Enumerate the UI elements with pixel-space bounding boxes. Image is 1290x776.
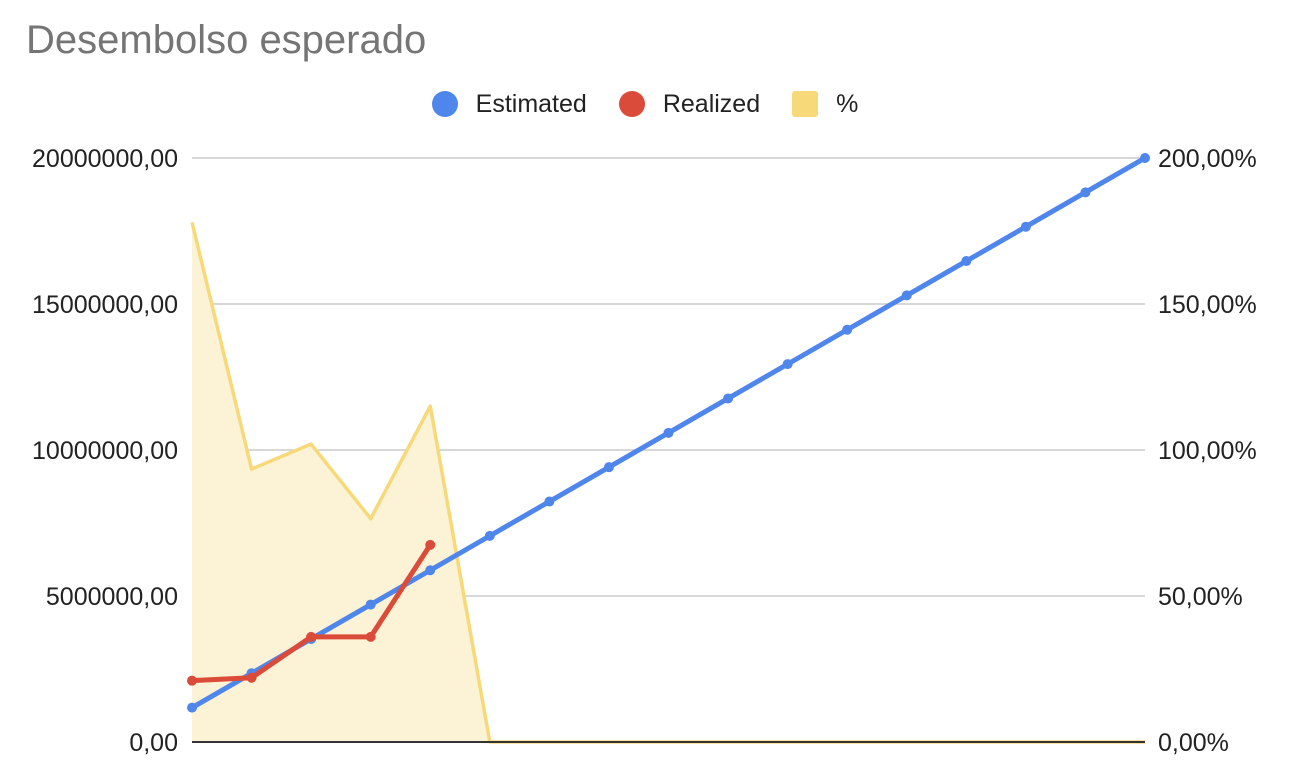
legend-marker-estimated xyxy=(431,91,458,117)
legend-marker-realized xyxy=(618,91,645,117)
estimated-point xyxy=(663,427,674,438)
estimated-point xyxy=(603,462,614,473)
estimated-point xyxy=(961,256,972,267)
realized-point xyxy=(365,631,376,642)
y-tick-label-left: 15000000,00 xyxy=(32,291,178,319)
legend-label-percent: % xyxy=(836,89,859,118)
estimated-point xyxy=(1080,187,1091,198)
legend-item-realized[interactable]: Realized xyxy=(618,89,761,119)
estimated-point xyxy=(187,702,197,713)
realized-point xyxy=(425,539,436,550)
estimated-point xyxy=(484,530,495,541)
realized-point xyxy=(306,631,317,642)
chart-title: Desembolso esperado xyxy=(26,18,427,62)
y-tick-label-right: 150,00% xyxy=(1158,291,1257,319)
y-tick-label-left: 5000000,00 xyxy=(46,583,178,611)
realized-point xyxy=(187,675,197,686)
y-tick-label-right: 0,00% xyxy=(1158,729,1229,757)
estimated-point xyxy=(425,565,436,576)
realized-point xyxy=(246,672,257,683)
legend-label-estimated: Estimated xyxy=(475,89,587,118)
estimated-point xyxy=(1020,221,1031,232)
estimated-point xyxy=(365,599,376,610)
legend-item-estimated[interactable]: Estimated xyxy=(431,89,587,119)
y-tick-label-left: 10000000,00 xyxy=(32,437,178,465)
y-tick-label-right: 50,00% xyxy=(1158,583,1243,611)
estimated-point xyxy=(842,324,853,335)
legend-label-realized: Realized xyxy=(662,89,761,118)
estimated-point xyxy=(544,496,555,507)
estimated-point xyxy=(723,393,734,404)
y-tick-label-right: 100,00% xyxy=(1158,437,1257,465)
estimated-point xyxy=(901,290,912,301)
grid-layer xyxy=(192,157,1145,597)
axis-layer: 0,00 0,00% 5000000,00 50,00% 10000000,00 100,… xyxy=(32,145,1257,757)
y-tick-label-right: 200,00% xyxy=(1158,145,1257,173)
estimated-point xyxy=(782,359,793,370)
y-tick-label-left: 20000000,00 xyxy=(32,145,178,173)
line-layer xyxy=(187,153,1150,713)
legend-marker-percent xyxy=(792,91,819,117)
estimated-point xyxy=(1140,153,1150,163)
percent-area-fill xyxy=(192,222,1145,743)
legend: Estimated Realized % xyxy=(0,86,1290,122)
legend-item-percent[interactable]: % xyxy=(792,90,858,119)
area-layer xyxy=(190,221,1145,744)
y-tick-label-left: 0,00 xyxy=(129,729,178,757)
